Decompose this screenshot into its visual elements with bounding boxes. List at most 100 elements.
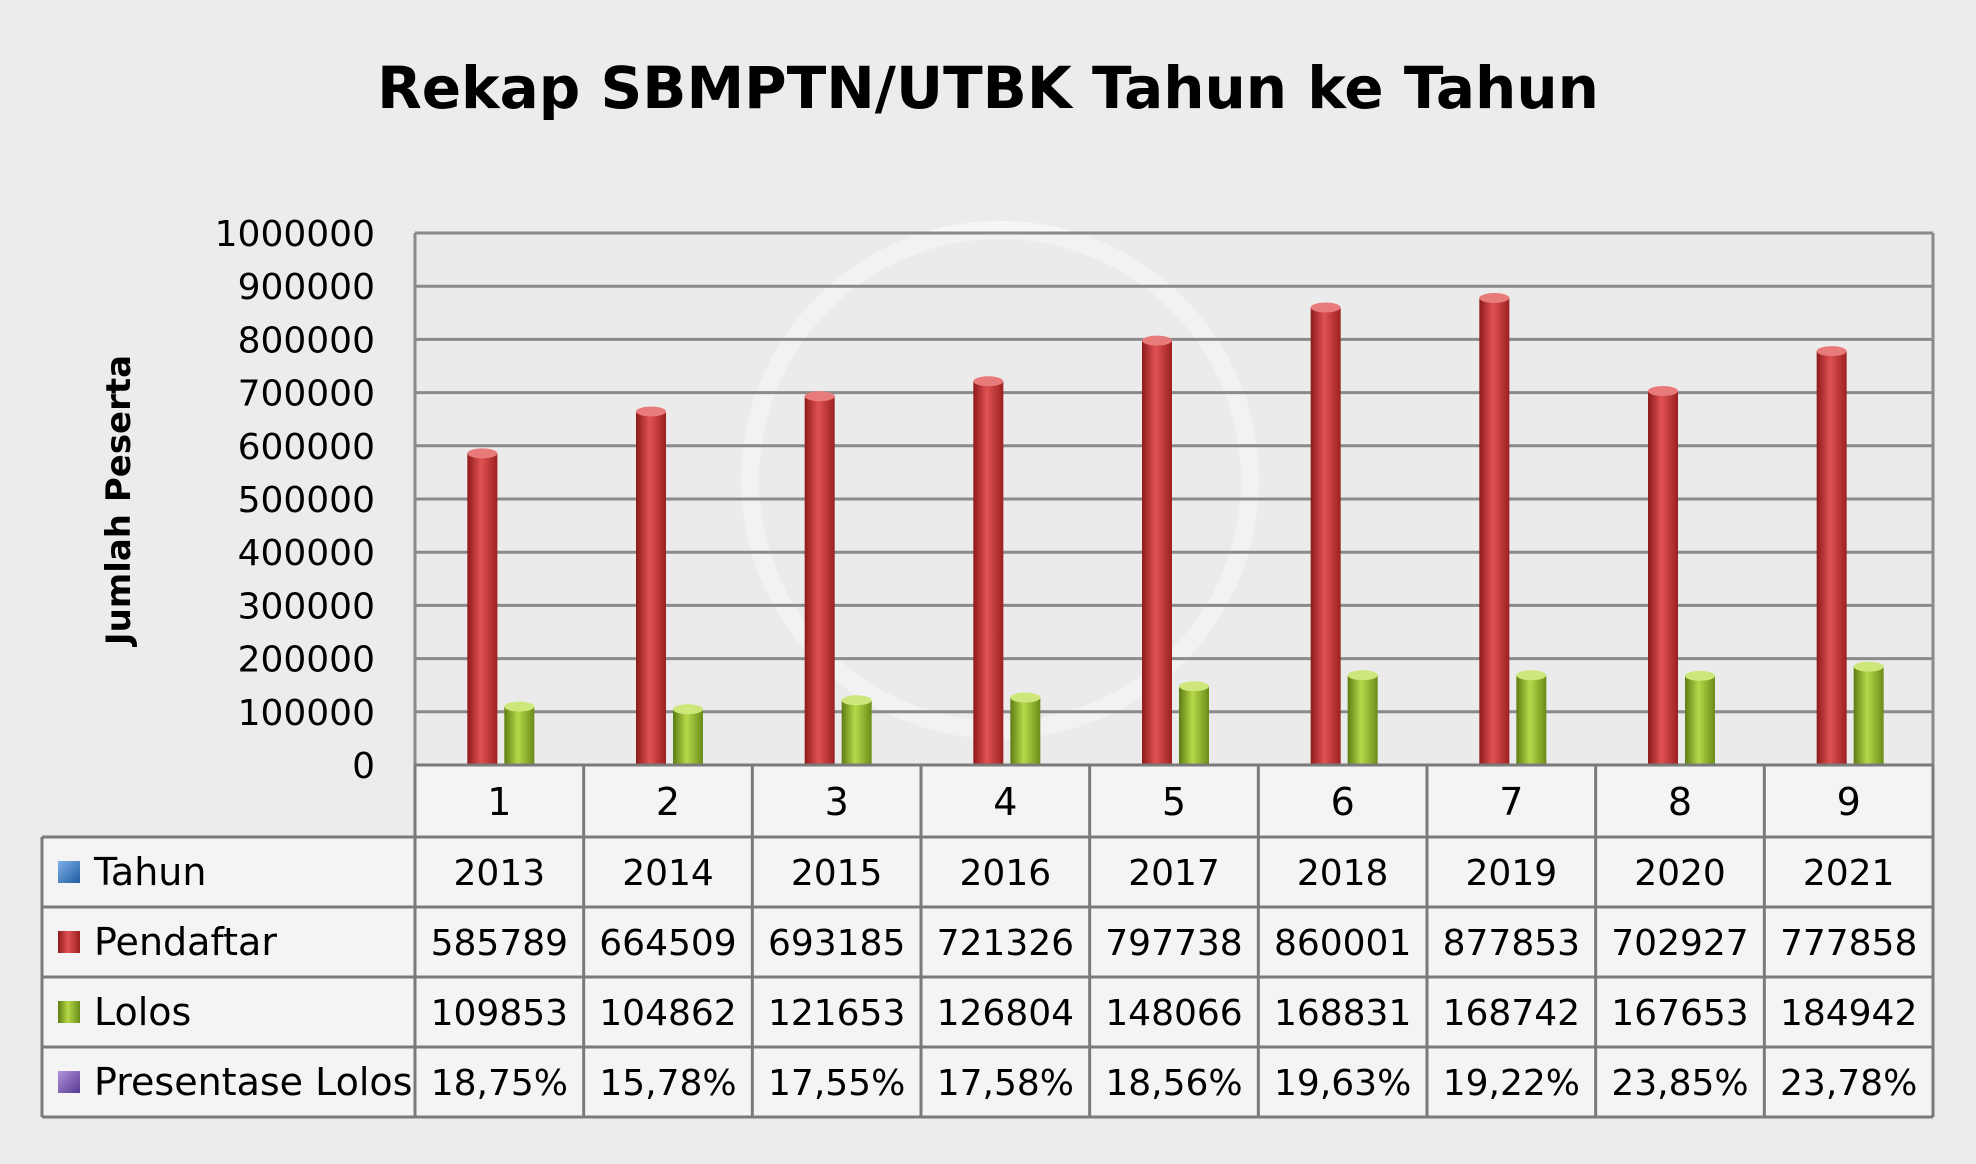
bar-lolos-top [1347,670,1378,681]
table-cell: 23,85% [1611,1063,1748,1104]
bar-lolos-top [1179,681,1209,692]
bar-lolos-top [1685,670,1715,681]
table-cell: 148066 [1105,993,1242,1034]
category-label: 5 [1162,780,1186,824]
bar-pendaftar-top [1310,302,1341,313]
table-cell: 17,58% [937,1063,1074,1104]
bar-lolos [1179,686,1209,765]
table-cell: 126804 [937,993,1074,1034]
table-row [42,907,1933,977]
table-cell: 797738 [1105,923,1242,964]
category-label: 6 [1331,780,1355,824]
table-cell: 18,75% [431,1063,568,1104]
y-tick-label: 100000 [238,693,375,734]
category-label: 2 [656,780,680,824]
bar-lolos [504,706,535,765]
table-cell: 104862 [599,993,736,1034]
y-axis-ticks: 0 100000 200000 300000 400000 500000 600000 700… [215,214,375,787]
y-tick-label: 200000 [238,640,375,681]
table-cell: 777858 [1780,923,1917,964]
chart-title: Rekap SBMPTN/UTBK Tahun ke Tahun [377,54,1599,122]
bar-pendaftar-top [1479,292,1510,303]
bar-pendaftar-top [973,376,1004,387]
bar-pendaftar [1816,351,1847,765]
bar-pendaftar [1648,391,1678,765]
table-cell: 2018 [1297,853,1389,894]
y-tick-label: 700000 [238,374,375,415]
category-label: 7 [1499,780,1523,824]
bar-lolos-top [673,704,703,715]
legend-marker-1 [58,931,80,953]
bar-pendaftar [636,411,666,765]
table-cell: 19,63% [1274,1063,1411,1104]
table-cell: 23,78% [1780,1063,1917,1104]
bar-pendaftar-top [804,391,835,402]
table-cell: 721326 [937,923,1074,964]
y-tick-label: 900000 [238,267,375,308]
series-name: Lolos [94,990,191,1034]
table-cell: 2016 [960,853,1052,894]
table-cell: 585789 [431,923,568,964]
table-cell: 702927 [1611,923,1748,964]
bar-lolos-top [504,701,535,712]
legend-marker-2 [58,1001,80,1023]
bars [467,292,1884,765]
y-tick-label: 1000000 [215,214,375,255]
bar-pendaftar [1479,297,1510,765]
bar-pendaftar [973,381,1004,765]
table-cell: 664509 [599,923,736,964]
table-cell: 2014 [622,853,714,894]
bar-lolos [841,700,872,765]
table-cell: 19,22% [1443,1063,1580,1104]
y-tick-label: 0 [352,746,375,787]
table-cell: 2017 [1128,853,1220,894]
y-tick-label: 600000 [238,427,375,468]
bar-lolos [1853,666,1884,765]
table-cell: 2019 [1466,853,1558,894]
bar-pendaftar [804,396,835,765]
y-tick-label: 300000 [238,586,375,627]
table-cell: 167653 [1611,993,1748,1034]
table-cell: 860001 [1274,923,1411,964]
bar-lolos [1347,675,1378,765]
table-cell: 109853 [431,993,568,1034]
series-name: Pendaftar [94,920,277,964]
table-cell: 2015 [791,853,883,894]
y-tick-label: 800000 [238,320,375,361]
table-row [42,1047,1933,1117]
series-name: Presentase Lolos [94,1060,412,1104]
y-tick-label: 500000 [238,480,375,521]
y-axis-label: Jumlah Peserta [99,355,139,647]
table-cell: 184942 [1780,993,1917,1034]
table-cell: 121653 [768,993,905,1034]
bar-lolos [1010,697,1041,765]
bar-pendaftar-top [1816,346,1847,357]
data-table: 1 2 3 4 5 6 7 8 9 Tahun 2013 2014 2015 2016 2017 2018 20… [40,763,1935,1119]
bar-lolos-top [1853,661,1884,672]
bar-pendaftar [467,453,498,765]
bar-pendaftar [1310,307,1341,765]
bar-lolos-top [1010,692,1041,703]
bar-lolos-top [841,695,872,706]
category-row [415,765,1933,837]
bar-lolos [1685,675,1715,765]
category-label: 3 [825,780,849,824]
table-cell: 168831 [1274,993,1411,1034]
legend-marker-0 [58,861,80,883]
bar-pendaftar-top [1648,386,1678,397]
legend-marker-3 [58,1071,80,1093]
table-cell: 2020 [1634,853,1726,894]
y-tick-label: 400000 [238,533,375,574]
table-row [42,837,1933,907]
series-name: Tahun [93,850,206,894]
table-cell: 18,56% [1105,1063,1242,1104]
bar-pendaftar-top [467,448,498,459]
category-label: 1 [487,780,511,824]
category-label: 8 [1668,780,1692,824]
table-cell: 17,55% [768,1063,905,1104]
category-label: 4 [993,780,1017,824]
bar-pendaftar-top [636,406,666,417]
bar-pendaftar [1142,340,1172,765]
